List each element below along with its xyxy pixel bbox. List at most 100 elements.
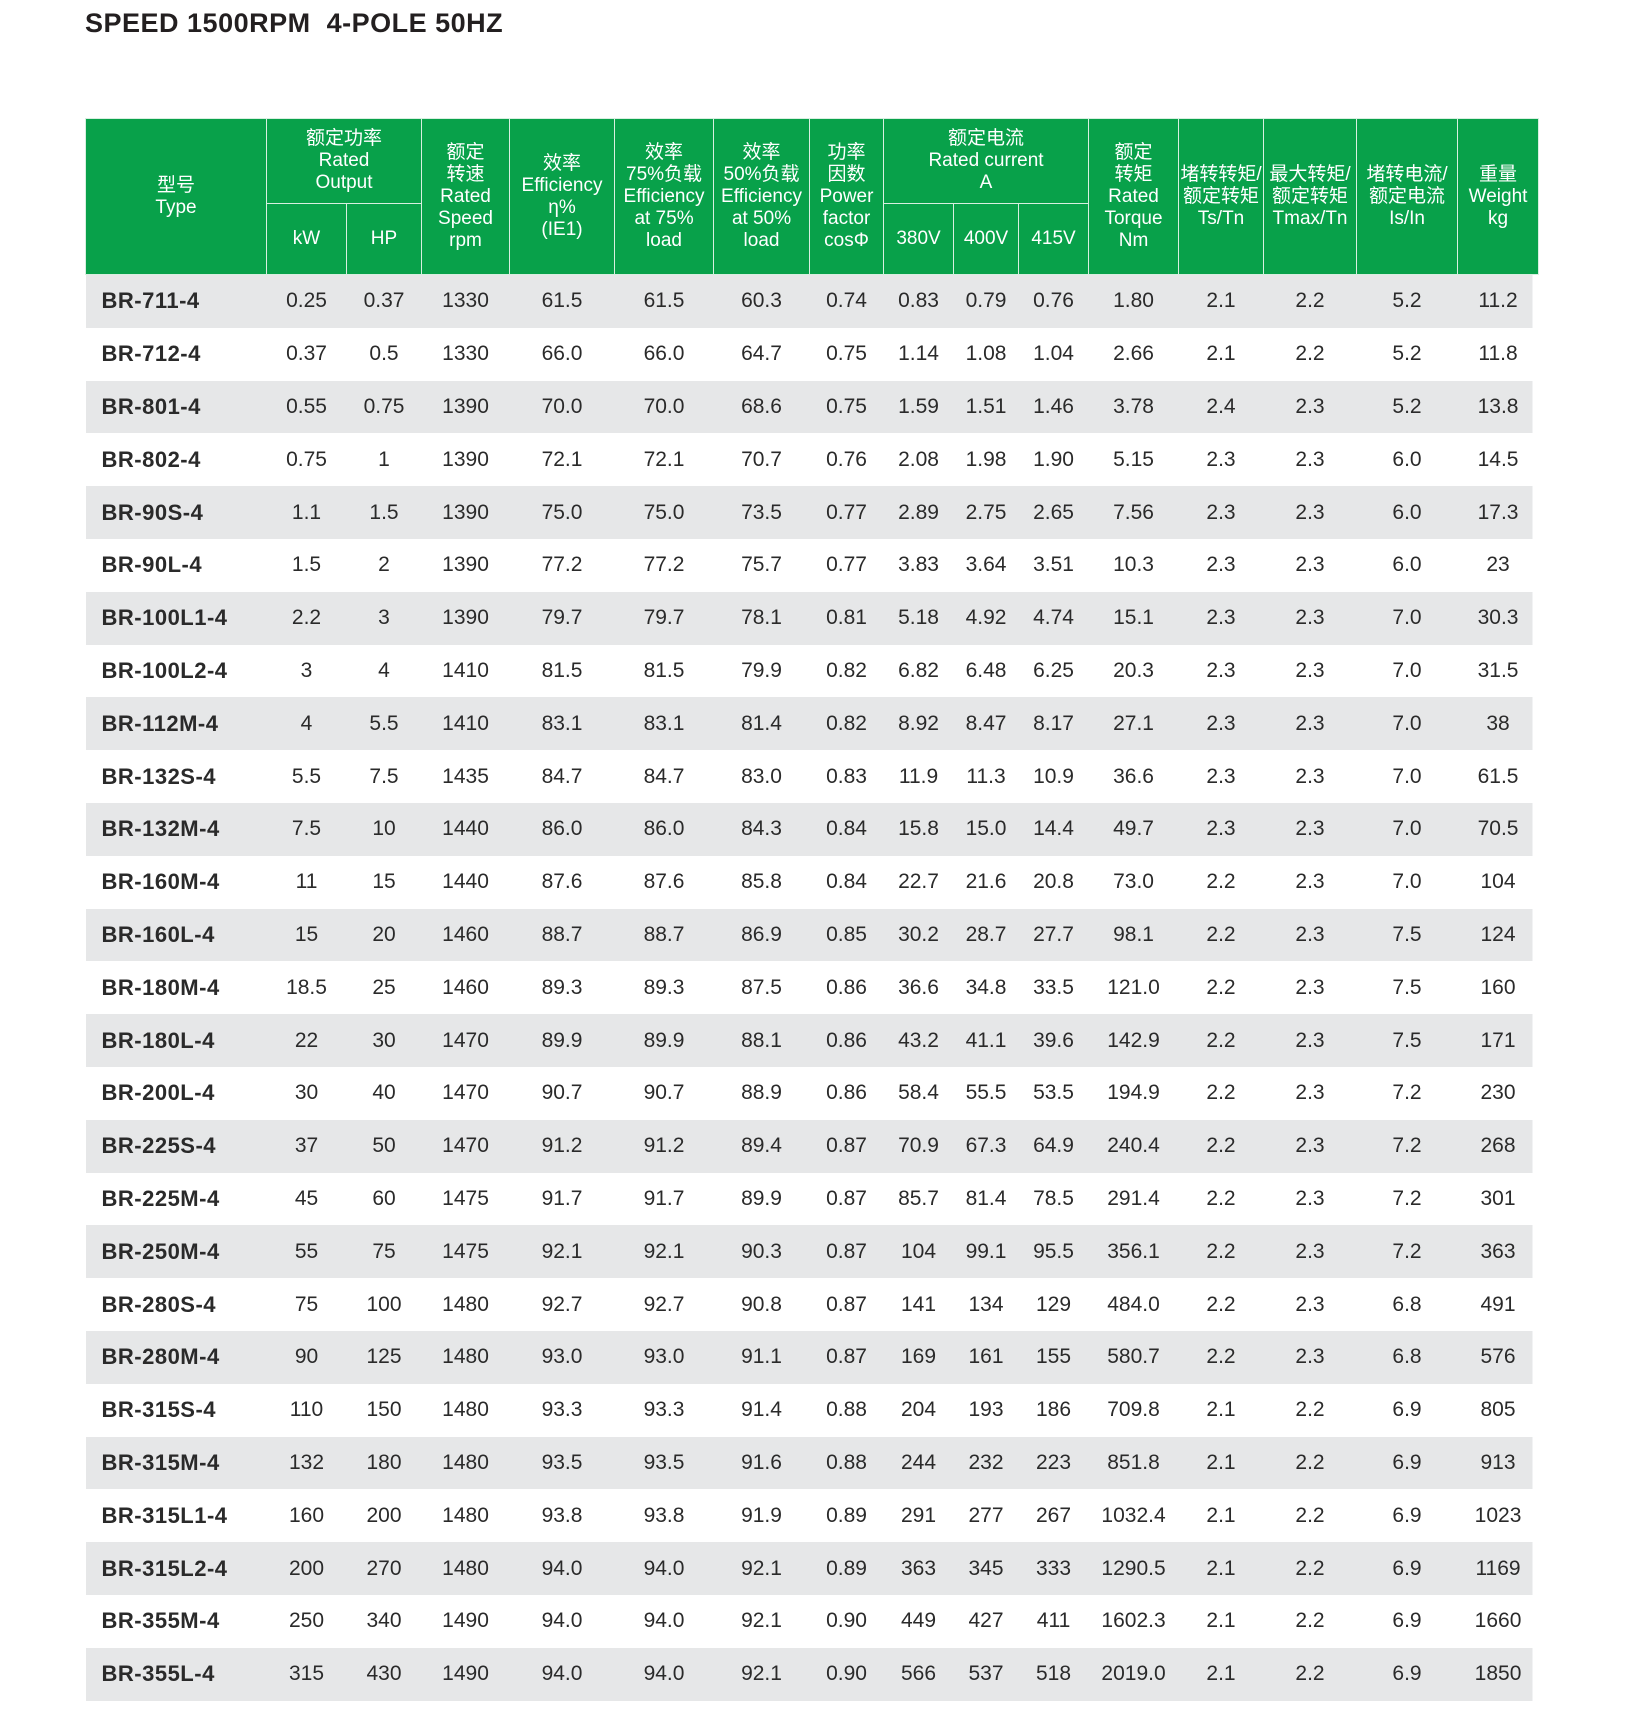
cell-eff50: 81.4 bbox=[713, 697, 810, 751]
cell-weight: 171 bbox=[1457, 1014, 1539, 1067]
cell-kw: 250 bbox=[288, 1609, 325, 1633]
cell-current-380v: 58.4 bbox=[898, 1081, 939, 1105]
cell-speed: 1480 bbox=[442, 1292, 489, 1316]
cell-torque: 1602.3 bbox=[1101, 1609, 1166, 1633]
cell-current-380v: 1.59 bbox=[883, 380, 954, 434]
cell-torque: 2.66 bbox=[1113, 342, 1154, 366]
cell-torque: 73.0 bbox=[1113, 870, 1154, 894]
cell-ts-tn: 2.1 bbox=[1206, 1398, 1236, 1422]
header-line: cosΦ bbox=[824, 229, 869, 251]
cell-current-400v: 277 bbox=[968, 1503, 1004, 1527]
cell-weight: 31.5 bbox=[1477, 658, 1519, 682]
cell-power-factor: 0.89 bbox=[826, 1503, 867, 1527]
cell-eff50: 87.5 bbox=[741, 975, 782, 999]
header-line: 堵转电流/ bbox=[1366, 163, 1448, 185]
cell-kw: 0.55 bbox=[266, 380, 347, 434]
cell-eff75: 92.7 bbox=[643, 1292, 685, 1316]
cell-torque: 240.4 bbox=[1088, 1119, 1179, 1173]
cell-eff75: 93.3 bbox=[643, 1398, 685, 1422]
cell-kw: 5.5 bbox=[291, 764, 322, 788]
cell-type: BR-90S-4 bbox=[85, 486, 267, 539]
cell-is-in: 5.2 bbox=[1392, 342, 1422, 366]
cell-current-380v: 6.82 bbox=[898, 658, 939, 682]
cell-weight: 70.5 bbox=[1457, 802, 1539, 856]
cell-tmax-tn: 2.3 bbox=[1263, 380, 1357, 434]
header-line: Power bbox=[819, 185, 874, 207]
cell-type: BR-355M-4 bbox=[101, 1608, 220, 1634]
cell-hp: 0.37 bbox=[346, 274, 422, 328]
header-line: 效率 bbox=[645, 141, 684, 163]
cell-weight: 23 bbox=[1486, 553, 1510, 577]
cell-torque: 36.6 bbox=[1113, 764, 1154, 788]
cell-ts-tn: 2.3 bbox=[1206, 658, 1236, 682]
cell-eff75: 83.1 bbox=[614, 697, 714, 751]
cell-torque: 27.1 bbox=[1088, 697, 1179, 751]
cell-current-415v: 27.7 bbox=[1018, 908, 1089, 962]
cell-eff50: 88.9 bbox=[741, 1081, 782, 1105]
cell-eff50: 60.3 bbox=[713, 274, 810, 328]
cell-hp: 1.5 bbox=[346, 486, 422, 539]
cell-torque: 580.7 bbox=[1088, 1330, 1179, 1384]
cell-torque: 15.1 bbox=[1088, 591, 1179, 645]
cell-eff75: 66.0 bbox=[643, 342, 685, 366]
cell-current-380v: 30.2 bbox=[883, 908, 954, 962]
cell-is-in: 6.9 bbox=[1392, 1609, 1422, 1633]
header-ts-tn: 堵转转矩/额定转矩 Ts/Tn bbox=[1178, 118, 1265, 275]
table-row: BR-132M-4 7.5 10 1440 86.0 86.0 84.3 0.84 15.8 15… bbox=[85, 802, 1539, 856]
cell-weight: 913 bbox=[1457, 1436, 1539, 1490]
header-type: 型号 Type bbox=[85, 118, 267, 275]
header-line: Output bbox=[315, 172, 373, 193]
cell-current-380v: 22.7 bbox=[898, 870, 939, 894]
cell-tmax-tn: 2.2 bbox=[1295, 1503, 1325, 1527]
header-line: at 75% bbox=[634, 207, 694, 229]
cell-efficiency: 72.1 bbox=[541, 447, 583, 471]
cell-weight: 576 bbox=[1457, 1330, 1539, 1384]
header-line: 重量 bbox=[1479, 163, 1518, 185]
cell-speed: 1480 bbox=[421, 1542, 510, 1595]
cell-current-380v: 85.7 bbox=[898, 1186, 939, 1210]
cell-type: BR-160L-4 bbox=[85, 908, 267, 962]
table-row: BR-315L2-4 200 270 1480 94.0 94.0 92.1 0.89 363 3… bbox=[85, 1542, 1539, 1595]
cell-eff50: 91.6 bbox=[713, 1436, 810, 1490]
cell-tmax-tn: 2.2 bbox=[1263, 274, 1357, 328]
cell-current-415v: 3.51 bbox=[1033, 553, 1074, 577]
cell-torque: 484.0 bbox=[1107, 1292, 1160, 1316]
cell-hp: 150 bbox=[366, 1398, 402, 1422]
cell-is-in: 6.9 bbox=[1356, 1542, 1458, 1595]
cell-ts-tn: 2.3 bbox=[1178, 591, 1264, 645]
cell-torque: 356.1 bbox=[1088, 1225, 1179, 1279]
cell-is-in: 5.2 bbox=[1356, 274, 1458, 328]
cell-weight: 124 bbox=[1457, 908, 1539, 962]
cell-is-in: 6.8 bbox=[1356, 1330, 1458, 1384]
cell-torque: 1032.4 bbox=[1101, 1503, 1166, 1527]
cell-type: BR-100L2-4 bbox=[101, 657, 228, 683]
table-row: BR-225S-4 37 50 1470 91.2 91.2 89.4 0.87 70.9 67.… bbox=[85, 1119, 1539, 1173]
header-line: 额定 bbox=[1114, 141, 1153, 163]
cell-speed: 1490 bbox=[421, 1647, 510, 1701]
header-line: 效率 bbox=[742, 141, 781, 163]
cell-kw: 160 bbox=[288, 1503, 325, 1527]
cell-type: BR-280S-4 bbox=[101, 1291, 217, 1317]
cell-type: BR-250M-4 bbox=[85, 1225, 267, 1279]
header-line: Tmax/Tn bbox=[1272, 207, 1348, 229]
cell-kw: 37 bbox=[266, 1119, 347, 1173]
cell-type: BR-802-4 bbox=[101, 446, 201, 472]
cell-current-400v: 0.79 bbox=[953, 274, 1019, 328]
cell-torque: 1290.5 bbox=[1088, 1542, 1179, 1595]
cell-kw: 1.5 bbox=[291, 553, 322, 577]
header-line: 效率 bbox=[543, 152, 582, 174]
header-400v: 400V bbox=[953, 203, 1020, 275]
cell-ts-tn: 2.2 bbox=[1178, 1014, 1264, 1067]
cell-eff50: 75.7 bbox=[741, 553, 782, 577]
table-row: BR-315S-4 110 150 1480 93.3 93.3 91.4 0.88 204 19… bbox=[86, 1384, 1539, 1437]
cell-ts-tn: 2.2 bbox=[1178, 908, 1264, 962]
cell-speed: 1480 bbox=[442, 1398, 489, 1422]
header-power-factor: 功率 因数 Power factor cosΦ bbox=[809, 118, 885, 275]
table-row: BR-280S-4 75 100 1480 92.7 92.7 90.8 0.87 141 134… bbox=[86, 1278, 1539, 1331]
table-body: BR-711-4 0.25 0.37 1330 61.5 61.5 60.3 0.74 0.83… bbox=[85, 274, 1539, 1701]
cell-eff50: 91.1 bbox=[713, 1330, 810, 1384]
cell-current-415v: 14.4 bbox=[1018, 802, 1089, 856]
header-line: load bbox=[743, 229, 780, 251]
cell-speed: 1460 bbox=[421, 908, 510, 962]
header-line: Efficiency bbox=[521, 174, 603, 196]
